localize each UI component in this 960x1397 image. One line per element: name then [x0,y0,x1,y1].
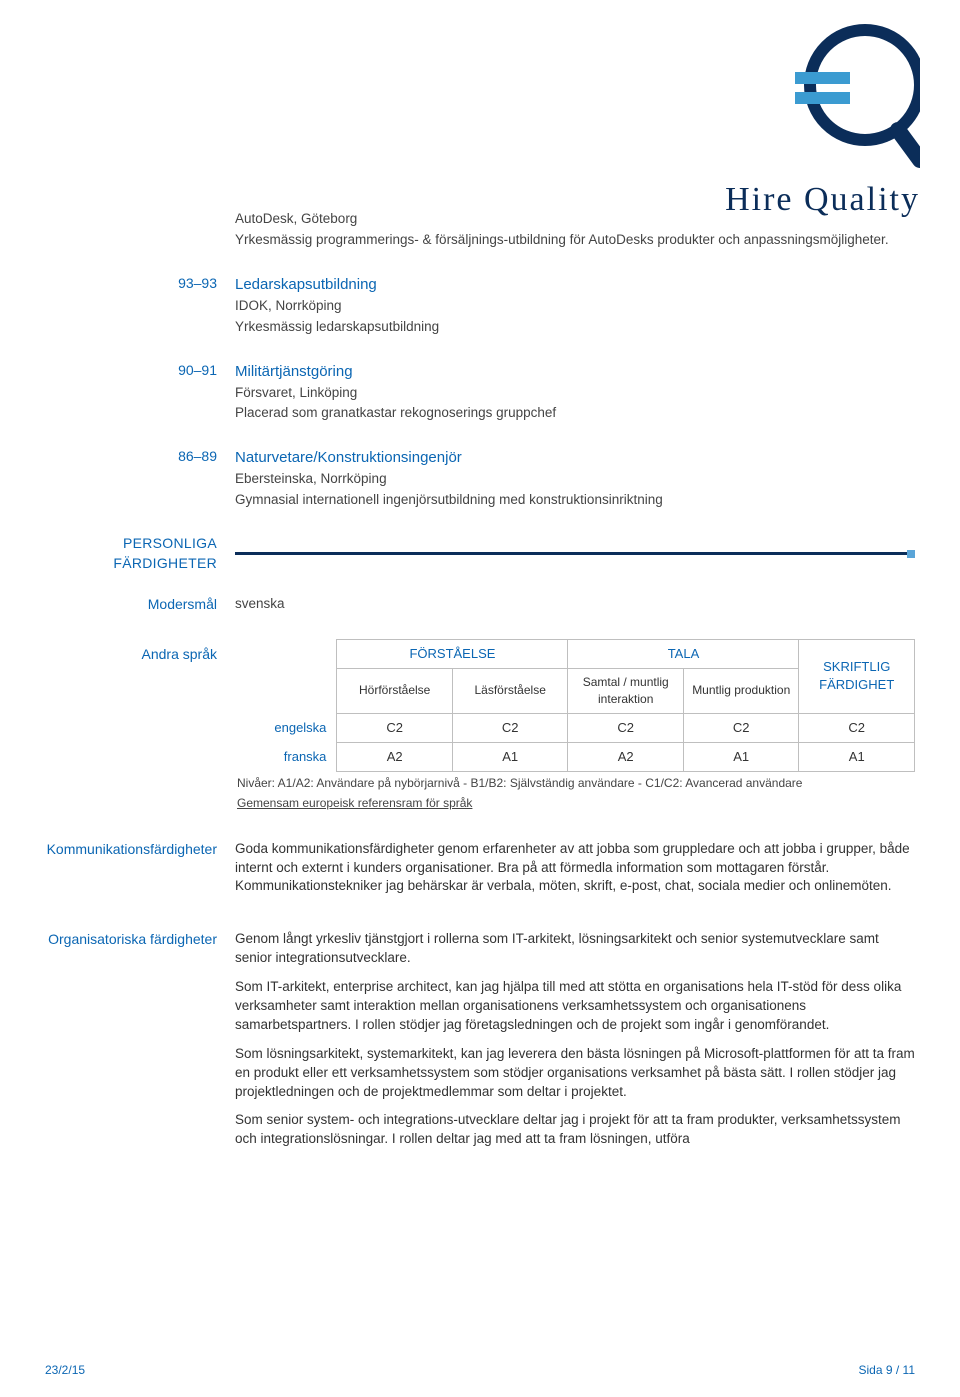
head-understanding: FÖRSTÅELSE [337,639,568,668]
footer-date: 23/2/15 [45,1362,85,1379]
lang-cell: A1 [452,742,568,771]
language-table: FÖRSTÅELSE TALA SKRIFTLIG FÄRDIGHET Hörf… [235,639,915,772]
hire-quality-icon [760,20,920,170]
education-entry: 86–89Naturvetare/Konstruktionsingenjör Eb… [45,447,915,510]
lang-cell: C2 [337,713,453,742]
mother-tongue-value: svenska [235,595,915,614]
edu-years: 90–91 [45,361,235,424]
lang-cell: C2 [568,713,684,742]
edu-org: IDOK, Norrköping [235,297,915,316]
personal-section-header: PERSONLIGA FÄRDIGHETER [45,534,915,573]
lang-cell: C2 [799,713,915,742]
lang-framework-link[interactable]: Gemensam europeisk referensram för språk [237,796,472,810]
lang-cell: A1 [683,742,799,771]
mother-tongue-label: Modersmål [45,595,235,615]
edu-title: Militärtjänstgöring [235,361,915,382]
education-entry: 93–93Ledarskapsutbildning IDOK, Norrköpin… [45,274,915,337]
intro-desc: Yrkesmässig programmerings- & försäljnin… [235,231,915,250]
lang-cell: A2 [568,742,684,771]
personal-section-label: PERSONLIGA FÄRDIGHETER [45,534,235,573]
org-p3: Som lösningsarkitekt, systemarkitekt, ka… [235,1045,915,1102]
lang-row: franskaA2A1A2A1A1 [235,742,915,771]
mother-tongue-row: Modersmål svenska [45,595,915,615]
edu-desc: Gymnasial internationell ingenjörsutbild… [235,491,915,510]
edu-desc: Placerad som granatkastar rekognoserings… [235,404,915,423]
lang-row: engelskaC2C2C2C2C2 [235,713,915,742]
edu-years: 86–89 [45,447,235,510]
footer-page: Sida 9 / 11 [859,1362,915,1379]
lang-cell: C2 [683,713,799,742]
lang-name: engelska [235,713,337,742]
page-footer: 23/2/15 Sida 9 / 11 [45,1362,915,1379]
lang-cell: A1 [799,742,915,771]
communication-text: Goda kommunikationsfärdigheter genom erf… [235,840,915,897]
edu-years: 93–93 [45,274,235,337]
edu-org: Försvaret, Linköping [235,384,915,403]
organisational-row: Organisatoriska färdigheter Genom långt … [45,930,915,1159]
lang-cell: C2 [452,713,568,742]
edu-desc: Yrkesmässig ledarskapsutbildning [235,318,915,337]
head-interaction: Samtal / muntlig interaktion [568,669,684,714]
head-speaking: TALA [568,639,799,668]
edu-org: Ebersteinska, Norrköping [235,470,915,489]
org-p4: Som senior system- och integrations-utve… [235,1111,915,1149]
brand-text: Hire Quality [680,176,920,224]
org-p1: Genom långt yrkesliv tjänstgjort i rolle… [235,930,915,968]
head-reading: Läsförståelse [452,669,568,714]
lang-name: franska [235,742,337,771]
education-entry: 90–91Militärtjänstgöring Försvaret, Linkö… [45,361,915,424]
lang-levels-note: Nivåer: A1/A2: Användare på nybörjarnivå… [235,775,915,792]
head-production: Muntlig produktion [683,669,799,714]
organisational-label: Organisatoriska färdigheter [45,930,235,1159]
section-rule [235,549,915,559]
edu-title: Naturvetare/Konstruktionsingenjör [235,447,915,468]
other-lang-label: Andra språk [45,639,235,812]
head-listening: Hörförståelse [337,669,453,714]
communication-row: Kommunikationsfärdigheter Goda kommunika… [45,840,915,907]
other-languages-row: Andra språk FÖRSTÅELSE TALA SKRIFTLIG FÄ… [45,639,915,812]
head-writing: SKRIFTLIG FÄRDIGHET [799,639,915,713]
edu-title: Ledarskapsutbildning [235,274,915,295]
brand-logo: Hire Quality [680,20,920,223]
communication-label: Kommunikationsfärdigheter [45,840,235,907]
lang-cell: A2 [337,742,453,771]
org-p2: Som IT-arkitekt, enterprise architect, k… [235,978,915,1035]
